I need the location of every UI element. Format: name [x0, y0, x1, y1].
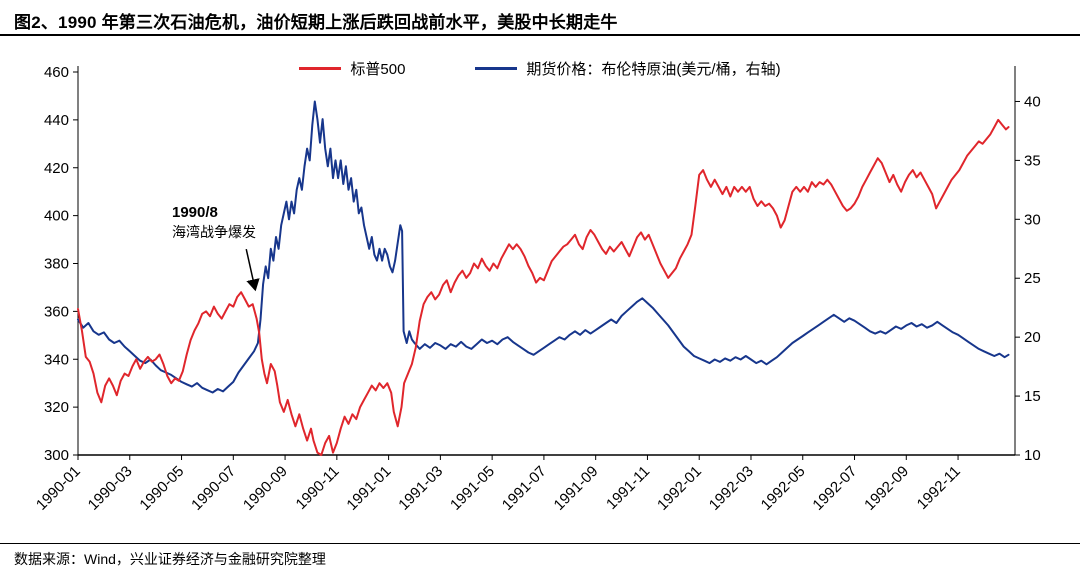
x-axis-tick-label: 1990-05	[136, 463, 187, 514]
source-note: 数据来源：Wind，兴业证券经济与金融研究院整理	[14, 551, 326, 567]
sp500-legend-swatch	[299, 67, 342, 70]
right-axis-tick-label: 15	[1024, 388, 1041, 405]
left-axis-tick-label: 420	[44, 160, 69, 177]
x-axis-tick-label: 1992-01	[654, 463, 705, 514]
left-axis-tick-label: 440	[44, 112, 69, 129]
left-axis-tick-label: 400	[44, 208, 69, 225]
left-axis-tick-label: 340	[44, 351, 69, 368]
sp500-line	[77, 118, 1010, 456]
sp500-legend-label: 标普500	[350, 61, 406, 78]
x-axis-tick-label: 1992-05	[758, 463, 809, 514]
left-axis-tick-label: 460	[44, 64, 69, 81]
right-axis-tick-label: 10	[1024, 447, 1041, 464]
x-axis-tick-label: 1990-09	[240, 463, 291, 514]
left-axis-tick-label: 320	[44, 399, 69, 416]
legend-item-sp500: 标普500	[299, 58, 405, 79]
x-axis-tick-label: 1991-03	[395, 463, 446, 514]
annotation-text: 海湾战争爆发	[172, 223, 256, 240]
brent-legend-label: 期货价格：布伦特原油(美元/桶，右轴)	[526, 61, 781, 78]
right-axis-tick-label: 20	[1024, 329, 1041, 346]
brent-line	[77, 100, 1010, 394]
x-axis-tick-label: 1992-03	[706, 463, 757, 514]
right-axis-tick-label: 25	[1024, 270, 1041, 287]
legend-item-brent: 期货价格：布伦特原油(美元/桶，右轴)	[475, 58, 781, 79]
right-axis-tick-label: 40	[1024, 93, 1041, 110]
x-axis-tick-label: 1990-03	[85, 463, 136, 514]
left-axis-tick-label: 380	[44, 256, 69, 273]
x-axis-tick-label: 1990-07	[188, 463, 239, 514]
annotation-arrow	[245, 248, 260, 292]
right-axis-tick-label: 30	[1024, 211, 1041, 228]
annotation-date: 1990/8	[172, 204, 218, 221]
x-axis-tick-label: 1990-11	[293, 463, 343, 513]
brent-legend-swatch	[475, 67, 518, 70]
footer-divider	[0, 543, 1080, 544]
right-axis-tick-label: 35	[1024, 152, 1041, 169]
x-axis-tick-label: 1992-09	[861, 463, 912, 514]
x-axis-tick-label: 1991-11	[603, 463, 653, 513]
gulf-war-annotation: 1990/8 海湾战争爆发	[172, 203, 256, 241]
left-axis-tick-label: 300	[44, 447, 69, 464]
chart-legend: 标普500 期货价格：布伦特原油(美元/桶，右轴)	[0, 58, 1080, 79]
title-divider	[0, 34, 1080, 36]
x-axis-tick-label: 1991-01	[343, 463, 394, 514]
x-axis-tick-label: 1992-07	[809, 463, 860, 514]
chart-title: 图2、1990 年第三次石油危机，油价短期上涨后跌回战前水平，美股中长期走牛	[14, 13, 618, 32]
x-axis-tick-label: 1991-09	[551, 463, 602, 514]
x-axis-tick-label: 1991-05	[447, 463, 498, 514]
x-axis-tick-label: 1992-11	[914, 463, 964, 513]
x-axis-tick-label: 1990-01	[33, 463, 84, 514]
left-axis-tick-label: 360	[44, 303, 69, 320]
x-axis-tick-label: 1991-07	[499, 463, 550, 514]
